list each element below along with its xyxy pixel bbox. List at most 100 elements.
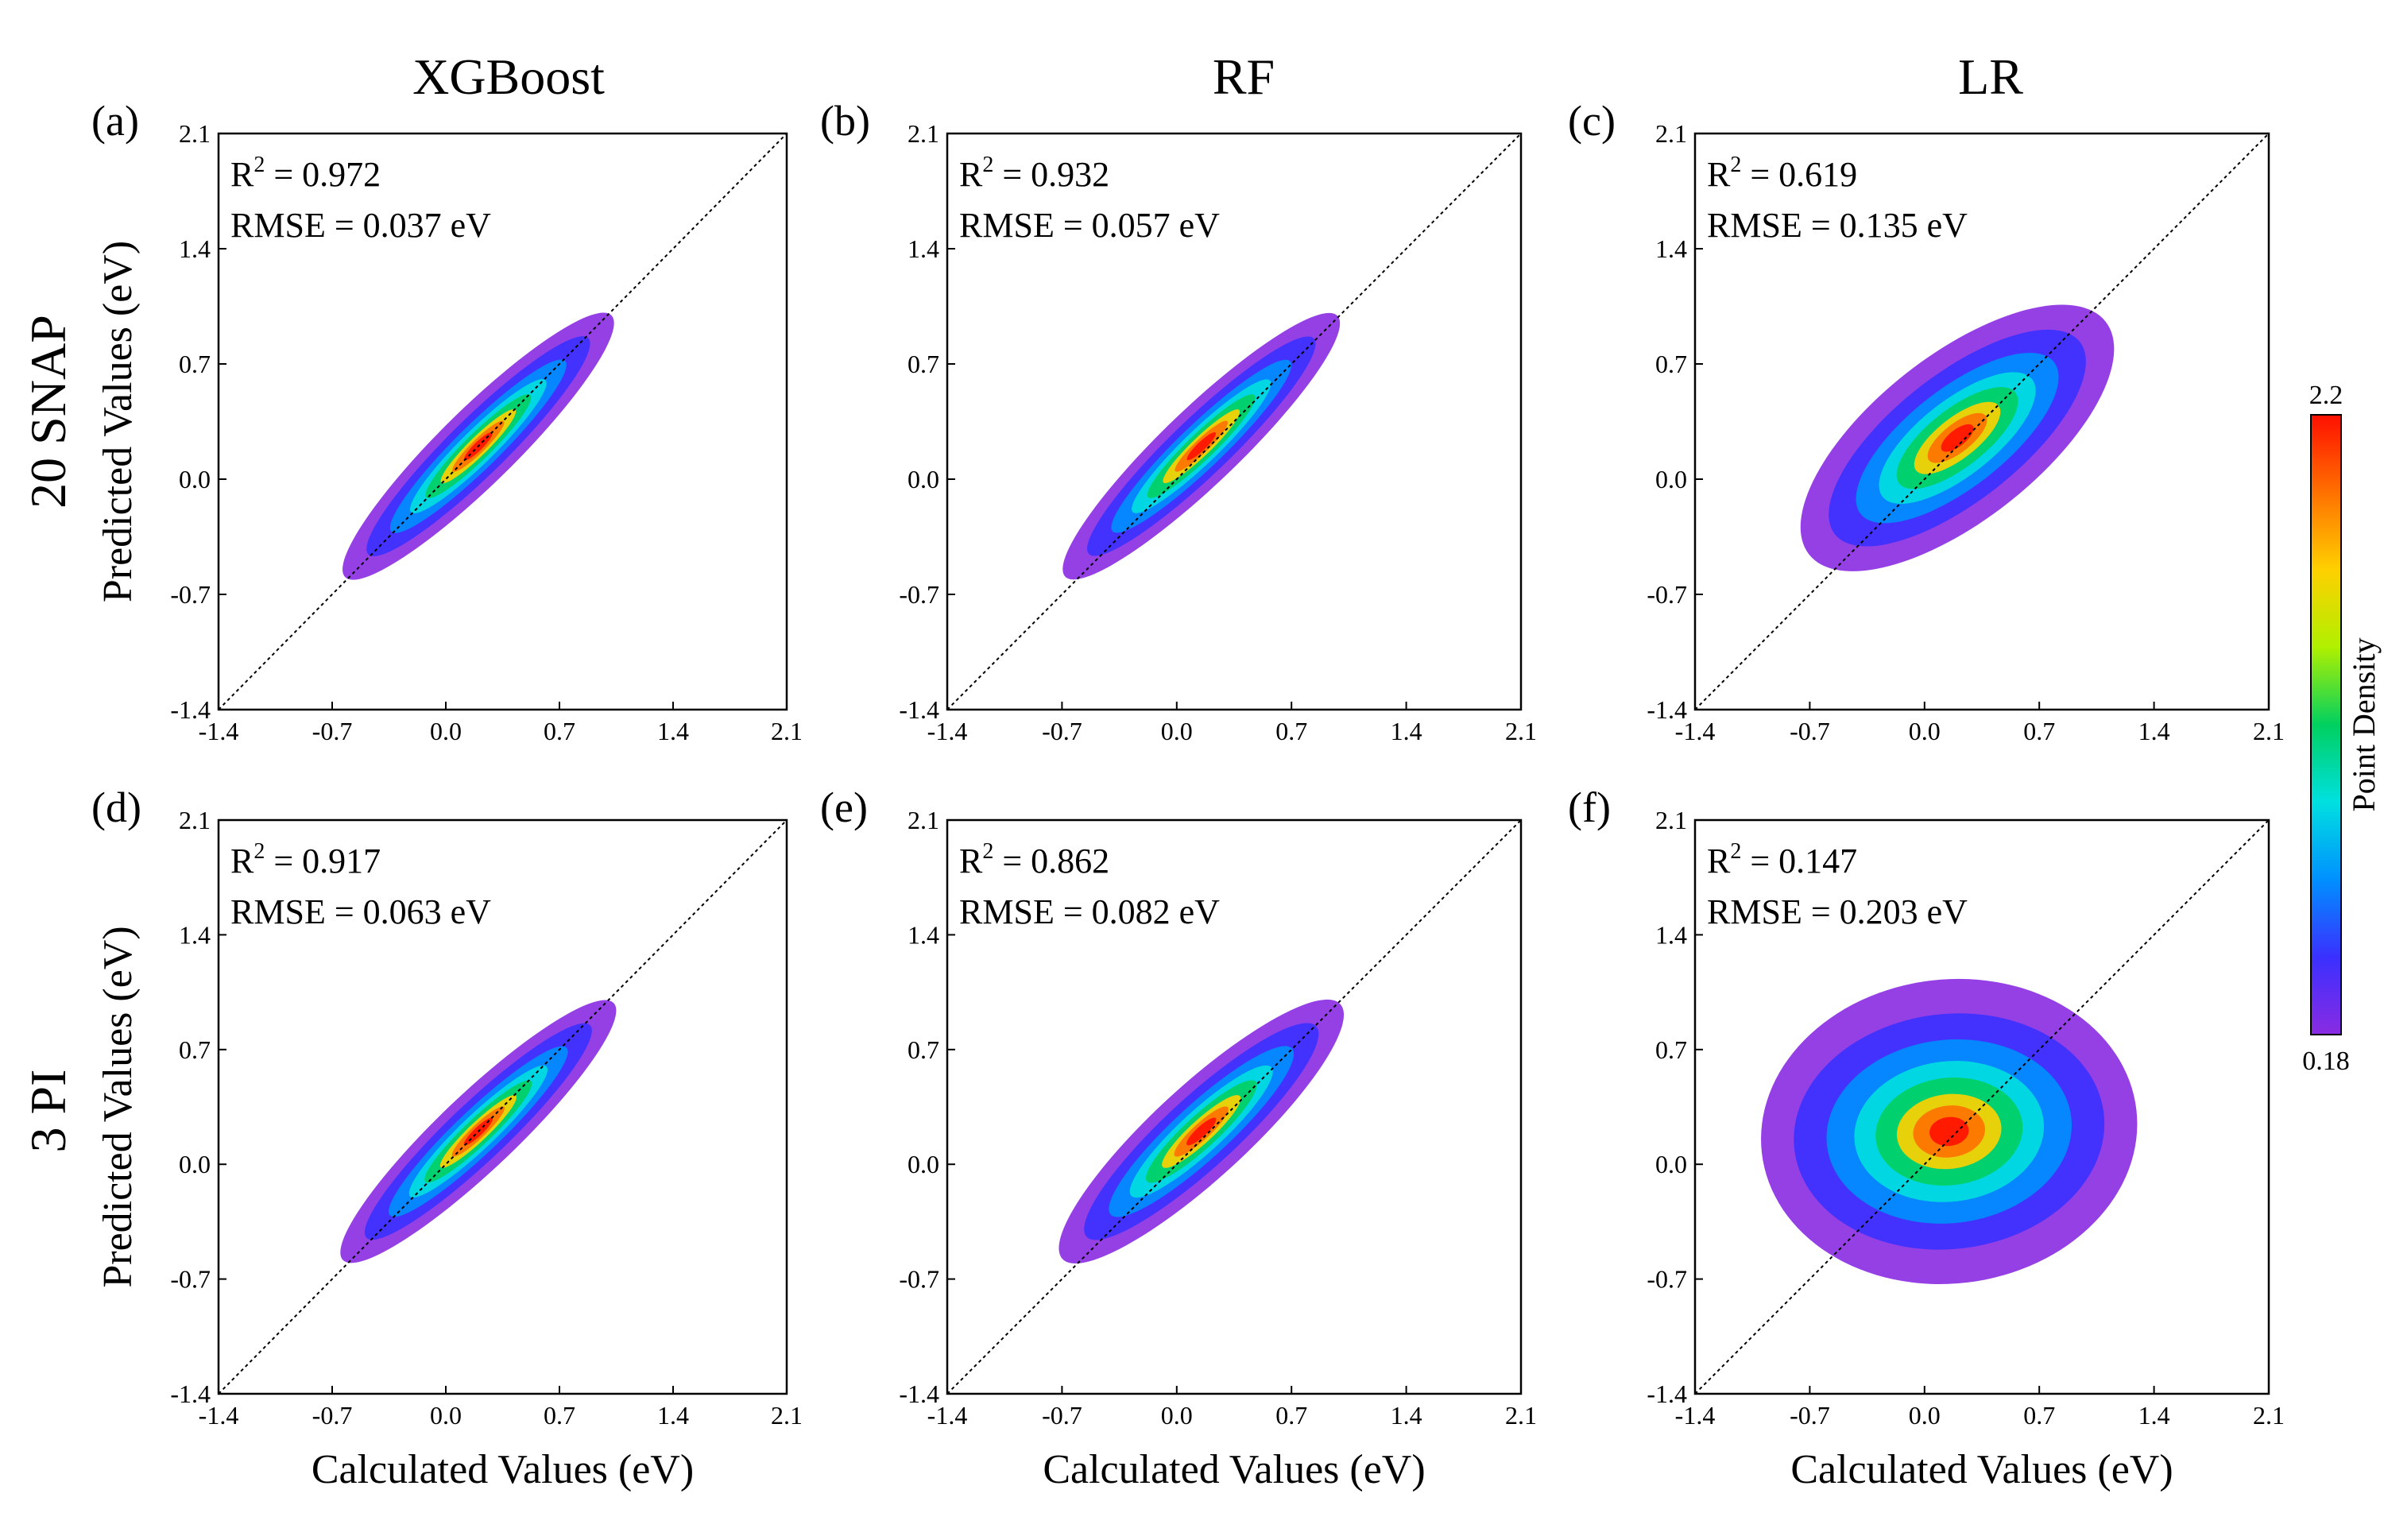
y-tick-label: 2.1	[179, 806, 211, 834]
panel-tag: (a)	[91, 97, 139, 145]
plot-frame	[217, 818, 788, 1395]
identity-line	[946, 819, 1522, 1395]
plot-frame	[946, 132, 1523, 711]
x-tick-label: 0.0	[1909, 1401, 1941, 1430]
x-tick-label: 1.4	[657, 1401, 689, 1430]
plot-frame	[1693, 818, 2270, 1395]
panel-f: -1.4-1.4 -0.7 -0.7 0.0 0.0 0.7 0.7 1.4 1.4 2.1 2.1…	[1568, 784, 2285, 1492]
y-tick-label: 2.1	[1655, 119, 1687, 148]
rmse-stat: RMSE = 0.082 eV	[959, 892, 1220, 931]
x-tick-label: -0.7	[1790, 1401, 1830, 1430]
y-tick-label: 1.4	[179, 234, 211, 263]
panels: -1.4-1.4-0.7-0.70.00.00.70.71.41.42.12.1…	[91, 97, 2285, 1492]
x-tick-label: 0.7	[2023, 717, 2055, 745]
density-layer	[1186, 431, 1217, 461]
x-tick-label: 1.4	[2138, 717, 2170, 745]
x-tick-label: -0.7	[312, 1401, 353, 1430]
colorbar-min-label: 0.18	[2302, 1047, 2350, 1076]
y-tick-label: 2.1	[1655, 806, 1687, 834]
x-tick-label: 2.1	[771, 1401, 803, 1430]
y-tick-label: 0.7	[179, 1035, 211, 1064]
rmse-stat: RMSE = 0.057 eV	[959, 206, 1220, 245]
y-tick-label: 0.7	[908, 1035, 939, 1064]
x-tick-label: 0.0	[1161, 1401, 1193, 1430]
x-tick-label: 0.0	[1909, 717, 1941, 745]
panel-tag: (d)	[91, 784, 141, 831]
density-cloud	[1058, 999, 1345, 1263]
y-tick-label: -0.7	[899, 580, 939, 609]
row-title-3-pi: 3 PI	[20, 1070, 76, 1153]
x-tick-label: -0.7	[1790, 717, 1830, 745]
panel-d: -1.4-1.4 -0.7 -0.7 0.0 0.0 0.7 0.7 1.4 1.4 2.1 2.1…	[91, 784, 803, 1492]
x-tick-label: 0.7	[544, 717, 575, 745]
x-tick-label: 1.4	[657, 717, 689, 745]
y-tick-label: -0.7	[1647, 580, 1687, 609]
identity-line	[218, 819, 788, 1395]
r2-stat: R2 = 0.147	[1707, 839, 1857, 880]
density-cloud	[1062, 312, 1341, 580]
x-tick-label: 0.7	[544, 1401, 575, 1430]
colorbar-gradient	[2310, 414, 2342, 1035]
y-tick-label: -1.4	[1647, 695, 1687, 724]
y-tick-label: 0.0	[908, 465, 939, 493]
x-tick-label: 2.1	[771, 717, 803, 745]
column-title-xgboost: XGBoost	[412, 48, 605, 105]
y-tick-label: 0.0	[1655, 1150, 1687, 1178]
r2-stat: R2 = 0.862	[959, 839, 1109, 880]
panel-tag: (e)	[820, 784, 868, 831]
identity-line	[1694, 819, 2270, 1395]
x-tick-label: -1.4	[1675, 1401, 1716, 1430]
identity-line	[1694, 133, 2270, 710]
x-tick-label: -1.4	[927, 717, 968, 745]
x-tick-label: 2.1	[1505, 1401, 1537, 1430]
x-tick-label: 0.7	[2023, 1401, 2055, 1430]
r2-stat: R2 = 0.619	[1707, 153, 1857, 194]
y-tick-label: 1.4	[1655, 920, 1687, 949]
y-tick-label: -1.4	[1647, 1379, 1687, 1408]
y-tick-label: -1.4	[899, 695, 939, 724]
y-tick-label: -0.7	[899, 1265, 939, 1294]
y-tick-label: -0.7	[1647, 1265, 1687, 1294]
column-title-lr: LR	[1958, 48, 2023, 105]
x-axis-title: Calculated Values (eV)	[312, 1447, 694, 1492]
y-tick-label: 0.0	[179, 465, 211, 493]
y-axis-title: Predicted Values (eV)	[95, 241, 141, 602]
x-tick-label: -0.7	[312, 717, 353, 745]
r2-stat: R2 = 0.917	[230, 839, 381, 880]
identity-line	[218, 133, 788, 710]
x-tick-label: -0.7	[1042, 717, 1082, 745]
x-tick-label: 0.7	[1275, 1401, 1307, 1430]
panel-b: -1.4-1.4 -0.7 -0.7 0.0 0.0 0.7 0.7 1.4 1.4 2.1 2.1…	[820, 97, 1537, 745]
x-axis-title: Calculated Values (eV)	[1790, 1447, 2173, 1492]
colorbar-max-label: 2.2	[2309, 381, 2343, 410]
y-tick-label: 0.0	[179, 1150, 211, 1178]
y-tick-label: 1.4	[908, 920, 939, 949]
x-tick-label: 2.1	[2253, 1401, 2285, 1430]
y-tick-label: -1.4	[170, 695, 211, 724]
colorbar-title: Point Density	[2346, 638, 2382, 812]
y-tick-label: -1.4	[899, 1379, 939, 1408]
panel-tag: (b)	[820, 97, 870, 145]
x-tick-label: 0.0	[1161, 717, 1193, 745]
density-cloud	[1761, 978, 2138, 1284]
y-tick-label: -0.7	[170, 1265, 211, 1294]
y-tick-label: 1.4	[1655, 234, 1687, 263]
x-tick-label: -1.4	[927, 1401, 968, 1430]
plot-frame	[946, 818, 1523, 1395]
r2-stat: R2 = 0.972	[230, 153, 381, 194]
y-axis-title: Predicted Values (eV)	[95, 926, 141, 1287]
panel-tag: (f)	[1568, 784, 1611, 831]
identity-line	[946, 133, 1522, 710]
density-layer	[1186, 1117, 1217, 1146]
x-axis-title: Calculated Values (eV)	[1043, 1447, 1425, 1492]
y-tick-label: 1.4	[908, 234, 939, 263]
y-tick-label: 0.7	[1655, 350, 1687, 378]
y-tick-label: 1.4	[179, 920, 211, 949]
rmse-stat: RMSE = 0.037 eV	[230, 206, 491, 245]
y-tick-label: 0.7	[179, 350, 211, 378]
y-tick-label: 2.1	[179, 119, 211, 148]
x-tick-label: 1.4	[1391, 717, 1422, 745]
y-tick-label: 2.1	[908, 119, 939, 148]
density-layer	[1941, 424, 1974, 452]
x-tick-label: -1.4	[199, 1401, 239, 1430]
